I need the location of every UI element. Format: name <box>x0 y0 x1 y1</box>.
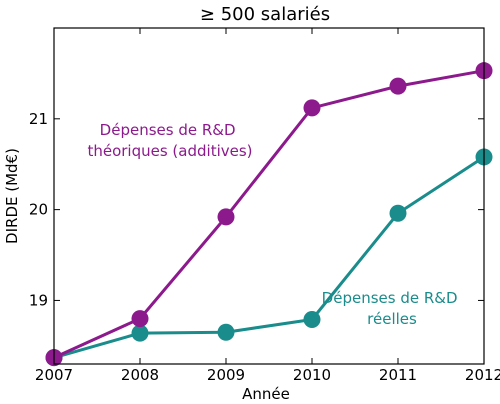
plot-frame <box>53 27 485 365</box>
data-point <box>217 208 235 226</box>
series-label-line-2: réelles <box>367 310 417 328</box>
x-tick-label: 2008 <box>121 366 159 384</box>
y-tick-label: 19 <box>29 291 48 309</box>
x-tick-label: 2012 <box>465 366 500 384</box>
axis-ticks: 2007 2008 2009 2010 2011 2012 19 20 21 <box>29 28 500 384</box>
series-label-line-2: théoriques (additives) <box>87 142 252 160</box>
x-axis-title: Année <box>242 385 290 403</box>
x-tick-label: 2010 <box>293 366 331 384</box>
y-tick-label: 21 <box>29 110 48 128</box>
x-tick-label: 2007 <box>35 366 73 384</box>
data-point <box>303 99 321 117</box>
x-tick-label: 2009 <box>207 366 245 384</box>
data-point <box>217 323 235 341</box>
data-point <box>131 324 149 342</box>
data-point <box>303 311 321 329</box>
x-tick-label: 2011 <box>379 366 417 384</box>
data-point <box>131 310 149 328</box>
series-label-theoriques: Dépenses de R&D théoriques (additives) <box>87 121 252 160</box>
series-label-reelles: Dépenses de R&D réelles <box>322 289 463 328</box>
chart-marks <box>45 62 493 367</box>
series-label-line-1: Dépenses de R&D <box>322 289 458 307</box>
series-line-1 <box>53 155 485 360</box>
y-tick-label: 20 <box>29 201 48 219</box>
data-point <box>389 77 407 95</box>
chart-title: ≥ 500 salariés <box>200 4 330 25</box>
data-point <box>389 204 407 222</box>
series-line-0 <box>53 69 485 360</box>
y-axis-title: DIRDE (Md€) <box>3 148 21 244</box>
series-label-line-1: Dépenses de R&D <box>100 121 236 139</box>
